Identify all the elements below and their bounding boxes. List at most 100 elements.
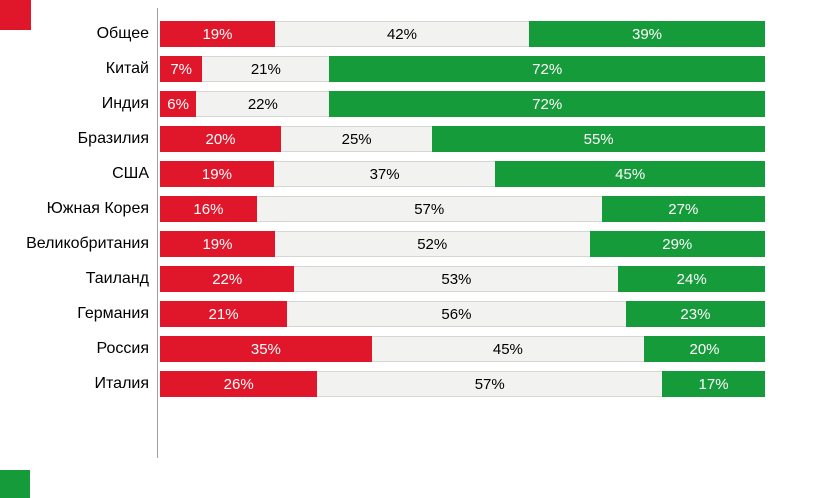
bar-segment-neutral: 53% [294,266,619,292]
bar-segment-neutral: 42% [274,21,530,47]
segment-value-label: 72 [532,95,549,113]
chart-row: Россия 35% 45% 20% [8,336,770,362]
bar-segment-neutral: 57% [256,196,602,222]
segment-value-label: 53 [441,270,459,288]
segment-value-label: 42 [386,25,404,43]
segment-value-label: 27 [668,200,685,218]
chart-row: Италия 26% 57% 17% [8,371,770,397]
bar-segment-negative: 35% [160,336,372,362]
segment-value-label: 24 [676,270,694,288]
bar-segment-neutral: 52% [274,231,590,257]
stacked-bar: 20% 25% 55% [160,126,765,152]
category-label: Китай [105,60,149,77]
stacked-bar: 19% 37% 45% [160,161,765,187]
corner-accent-green [0,470,30,498]
stacked-bar: 19% 42% 39% [160,21,765,47]
chart-row: Южная Корея 16% 57% 27% [8,196,770,222]
bar-segment-negative: 19% [160,231,275,257]
segment-value-label: 29 [662,235,679,253]
segment-value-label: 55 [583,130,601,148]
bar-segment-negative: 20% [160,126,281,152]
bar-segment-positive: 55% [432,126,765,152]
category-label: Общее [96,25,149,42]
category-label: Таиланд [85,270,149,287]
stacked-bar: 19% 52% 29% [160,231,765,257]
stacked-bar: 35% 45% 20% [160,336,765,362]
segment-value-label: 6 [167,95,176,113]
segment-value-label: 17 [698,375,716,393]
segment-value-label: 39 [631,25,649,43]
stacked-bar: 26% 57% 17% [160,371,765,397]
segment-value-label: 21 [208,305,226,323]
chart-row: Германия 21% 56% 23% [8,301,770,327]
category-label: США [112,165,149,182]
segment-value-label: 22 [247,95,265,113]
category-label: Индия [101,95,149,112]
bar-segment-positive: 17% [662,371,765,397]
chart-row: Таиланд 22% 53% 24% [8,266,770,292]
segment-value-label: 19 [202,235,220,253]
bar-segment-neutral: 37% [273,161,496,187]
segment-value-label: 21 [250,60,268,78]
segment-value-label: 19 [201,165,219,183]
chart-row: Великобритания 19% 52% 29% [8,231,770,257]
bar-segment-neutral: 21% [202,56,330,82]
category-label: Бразилия [77,130,149,147]
category-label: Южная Корея [46,200,149,217]
segment-value-label: 7 [170,60,179,78]
stacked-bar: 22% 53% 24% [160,266,765,292]
stacked-bar: 6% 22% 72% [160,91,765,117]
bar-segment-positive: 27% [601,196,765,222]
segment-value-label: 22 [212,270,229,288]
bar-segment-positive: 24% [618,266,765,292]
y-axis-line [157,8,158,458]
bar-segment-positive: 72% [329,56,765,82]
bar-segment-neutral: 57% [317,371,663,397]
bar-segment-positive: 20% [644,336,765,362]
segment-value-label: 20 [689,340,707,358]
bar-segment-neutral: 56% [287,301,626,327]
bar-segment-negative: 21% [160,301,288,327]
bar-segment-positive: 39% [529,21,765,47]
bar-segment-negative: 16% [160,196,257,222]
category-label: Россия [96,340,149,357]
corner-accent-red [0,0,31,30]
bar-segment-negative: 22% [160,266,295,292]
bar-segment-neutral: 45% [371,336,644,362]
segment-value-label: 37 [369,165,387,183]
chart-row: Индия 6% 22% 72% [8,91,770,117]
chart-row: Бразилия 20% 25% 55% [8,126,770,152]
segment-value-label: 35 [250,340,268,358]
bar-segment-negative: 26% [160,371,318,397]
category-label: Германия [77,305,149,322]
segment-value-label: 20 [205,130,223,148]
stacked-bar: 21% 56% 23% [160,301,765,327]
segment-value-label: 45 [492,340,510,358]
bar-segment-negative: 19% [160,161,274,187]
chart-row: Общее 19% 42% 39% [8,21,770,47]
segment-value-label: 19 [202,25,220,43]
segment-value-label: 57 [474,375,492,393]
segment-value-label: 57 [414,200,431,218]
bar-segment-neutral: 25% [281,126,433,152]
bar-segment-positive: 72% [329,91,765,117]
bar-segment-positive: 23% [625,301,765,327]
segment-value-label: 23 [680,305,698,323]
stacked-bar-chart: Общее 19% 42% 39% Китай 7% 21% 72% Индия 6% 22% 72%… [8,21,770,406]
chart-row: США 19% 37% 45% [8,161,770,187]
bar-segment-negative: 6% [160,91,197,117]
chart-row: Китай 7% 21% 72% [8,56,770,82]
stacked-bar: 16% 57% 27% [160,196,765,222]
segment-value-label: 56 [441,305,459,323]
segment-value-label: 72 [532,60,549,78]
segment-value-label: 25 [341,130,359,148]
segment-value-label: 52 [417,235,434,253]
bar-segment-positive: 29% [589,231,765,257]
bar-segment-negative: 7% [160,56,203,82]
bar-segment-neutral: 22% [196,91,330,117]
category-label: Великобритания [26,235,149,252]
stacked-bar: 7% 21% 72% [160,56,765,82]
segment-value-label: 45 [615,165,632,183]
bar-segment-positive: 45% [495,161,765,187]
bar-segment-negative: 19% [160,21,275,47]
